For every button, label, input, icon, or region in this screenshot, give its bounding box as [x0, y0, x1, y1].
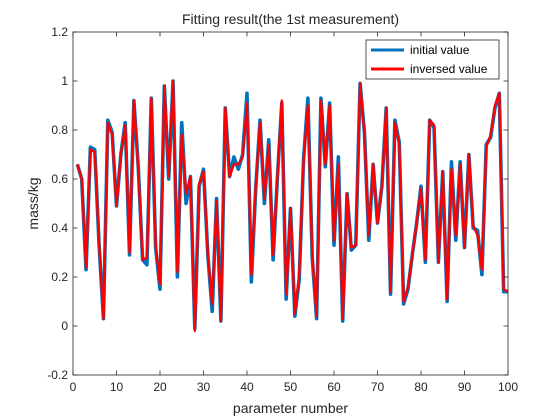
x-axis-label: parameter number [233, 400, 349, 416]
x-tick-label: 90 [458, 380, 472, 394]
series-layer [75, 79, 509, 333]
legend-box [365, 39, 500, 80]
x-tick-label: 70 [371, 380, 385, 394]
y-axis-label: mass/kg [25, 177, 41, 229]
y-tick-label: 0.2 [51, 270, 68, 284]
x-tick-label: 60 [327, 380, 341, 394]
x-tick-label: 10 [110, 380, 124, 394]
x-tick-label: 30 [197, 380, 211, 394]
x-tick-label: 100 [498, 380, 518, 394]
legend-label-inversed-value: inversed value [410, 62, 488, 76]
x-tick-label: 20 [153, 380, 167, 394]
x-tick-label: 80 [414, 380, 428, 394]
axes-layer: 0 10 20 30 40 50 60 70 80 90 100-0.200.20.40.60.81… [47, 25, 518, 394]
chart-title: Fitting result(the 1st measurement) [182, 11, 399, 27]
series-line-inversed-value [76, 79, 509, 333]
y-tick-label: 0.4 [51, 221, 68, 235]
x-tick-label: 40 [240, 380, 254, 394]
y-tick-label: 0.8 [51, 123, 68, 137]
legend: initial value inversed value [365, 39, 500, 80]
x-tick-label: 50 [284, 380, 298, 394]
x-tick-label: 0 [70, 380, 77, 394]
y-tick-label: 1 [61, 74, 68, 88]
y-tick-label: 0 [61, 319, 68, 333]
legend-label-initial-value: initial value [410, 43, 470, 57]
y-tick-label: 1.2 [51, 25, 68, 39]
y-tick-label: -0.2 [47, 368, 68, 382]
y-tick-label: 0.6 [51, 172, 68, 186]
